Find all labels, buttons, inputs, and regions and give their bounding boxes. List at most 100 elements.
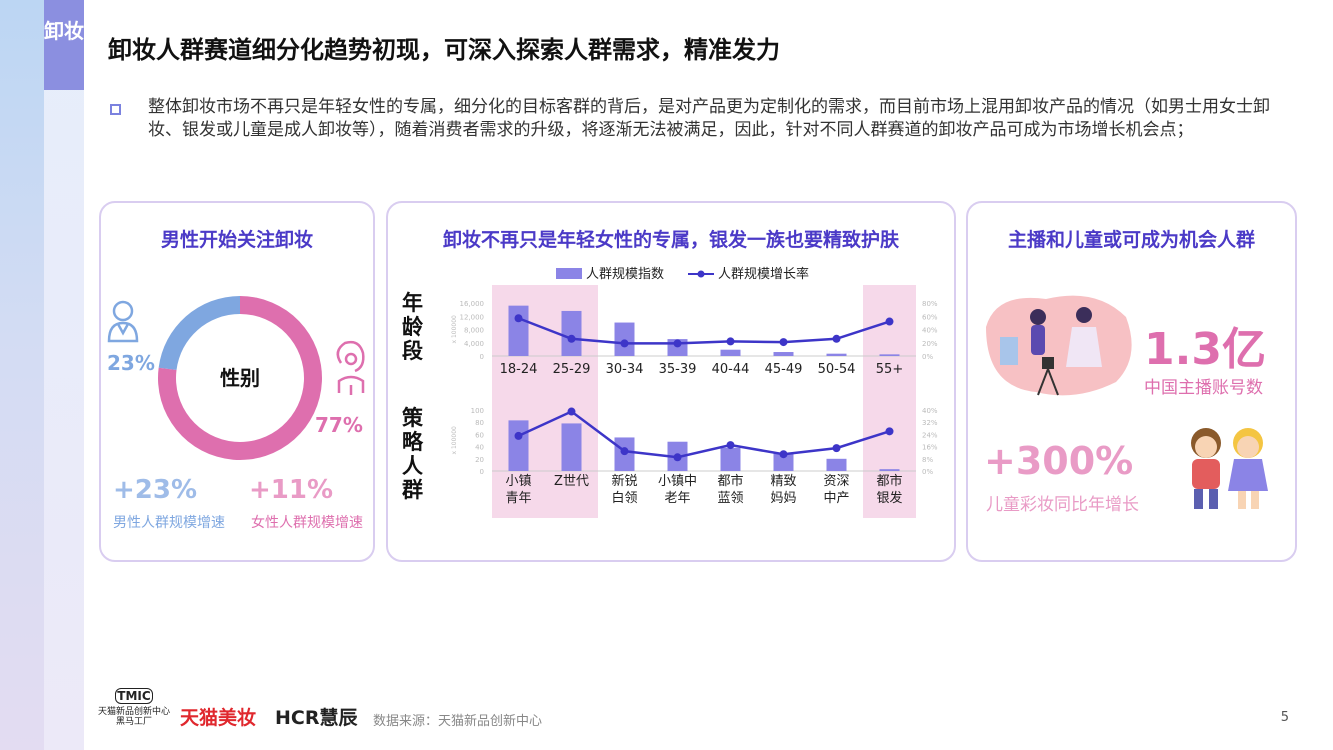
y-right-tick: 0% [922,468,933,476]
streamer-count-label: 中国主播账号数 [1144,378,1263,398]
category-label: 青年 [505,491,531,506]
y-right-tick: 40% [922,327,938,335]
highlight-band [863,363,916,518]
tmic-sub1: 天猫新品创新中心 [98,707,171,717]
legend-bar-swatch [556,268,582,279]
y-right-tick: 24% [922,431,938,439]
male-growth-value: +23% [113,475,198,505]
bar [879,469,900,471]
category-label: Z世代 [554,474,589,489]
y-left-tick: 100 [471,407,484,415]
side-decoration [0,0,44,750]
kids-growth-label: 儿童彩妆同比年增长 [986,495,1139,515]
y-right-tick: 8% [922,456,933,464]
y-left-tick: 4,000 [464,340,484,348]
data-source-note: 数据来源：天猫新品创新中心 [373,714,543,729]
opportunity-card-title: 主播和儿童或可成为机会人群 [1007,229,1255,251]
category-label: 蓝领 [717,491,743,506]
bar [773,453,794,471]
y-right-tick: 60% [922,313,938,321]
category-label: 40-44 [712,362,750,377]
y-right-tick: 16% [922,444,938,452]
intro-paragraph: 整体卸妆市场不再只是年轻女性的专属，细分化的目标客群的背后，是对产品更为定制化的… [148,97,1270,140]
page-number: 5 [1280,710,1289,725]
bar [561,423,582,471]
category-label: 银发 [876,490,902,506]
growth-point [885,427,894,436]
legend-bar-label: 人群规模指数 [586,267,664,282]
y-axis-unit: x 100000 [451,315,458,344]
y-right-tick: 20% [922,340,938,348]
y-left-tick: 0 [480,468,484,476]
y-left-tick: 8,000 [464,327,484,335]
category-label: 小镇 [505,474,531,489]
growth-point [514,314,523,323]
row1-label: 年龄段 [402,291,423,363]
category-label: 白领 [611,490,637,506]
female-person-icon [336,340,365,395]
bar [826,458,847,471]
female-growth-value: +11% [249,475,334,505]
category-label: 小镇中 [658,474,697,489]
bar [879,354,900,356]
category-label: 35-39 [659,362,697,377]
growth-point [567,407,576,416]
female-share-value: 77% [315,413,363,437]
donut-slice-0 [158,296,240,370]
y-right-tick: 80% [922,300,938,308]
bar [508,420,529,471]
growth-line [517,410,890,459]
growth-point [567,334,576,343]
row2-label: 策略人群 [402,406,423,502]
segment-combo-chart: 0 4,000 8,000 12,000 16,000 0% 20% 40% 60% 80% x 1… [451,266,938,518]
category-label: 老年 [664,491,690,506]
bar [720,349,741,356]
growth-point [832,444,841,453]
category-label: 30-34 [606,362,644,377]
male-share-value: 23% [107,351,155,375]
growth-point [514,431,523,440]
y-left-tick: 0 [480,353,484,361]
category-label: 18-24 [500,362,538,377]
growth-point [673,453,682,462]
growth-point [620,339,629,348]
growth-point [779,450,788,459]
growth-point [726,337,735,346]
category-label: 都市 [717,473,743,489]
growth-point [779,338,788,347]
y-axis-unit: x 100000 [451,426,458,455]
male-person-icon [107,300,139,343]
segment-card: 卸妆不再只是年轻女性的专属，银发一族也要精致护肤 0 4,000 8,000 12,0… [386,201,956,562]
children-illustration [1191,428,1268,509]
growth-line [518,317,890,345]
male-card: 男性开始关注卸妆 性别 23% 77% +23% +11% 男性人群规模增速 女… [99,201,375,562]
y-left-tick: 60 [475,431,484,439]
bar [826,353,847,356]
section-tag: 卸妆 [44,0,84,90]
legend-line-label: 人群规模增长率 [718,266,809,282]
tmic-sub2: 黑马工厂 [115,717,152,727]
category-label: 新锐 [611,473,637,489]
streamer-count-value: 1.3亿 [1144,324,1266,375]
y-left-tick: 12,000 [460,313,485,321]
y-left-tick: 16,000 [460,300,485,308]
y-right-tick: 32% [922,419,938,427]
category-label: 45-49 [765,362,803,377]
category-label: 中产 [823,491,849,506]
category-label: 精致 [770,474,796,489]
category-label: 55+ [876,362,903,377]
category-label: 资深 [823,474,849,489]
bar [561,310,582,356]
bar [773,352,794,356]
category-label: 50-54 [818,362,856,377]
category-label: 25-29 [553,362,591,377]
male-growth-label: 男性人群规模增速 [113,515,225,531]
tmic-logo: TMIC 天猫新品创新中心 黑马工厂 [98,688,170,727]
legend-line-marker [697,270,705,278]
growth-point [726,441,735,450]
female-growth-label: 女性人群规模增速 [251,515,363,531]
bullet-square-icon [110,104,121,115]
growth-point [832,334,841,343]
bar [508,305,529,356]
donut-center-label: 性别 [220,366,260,390]
